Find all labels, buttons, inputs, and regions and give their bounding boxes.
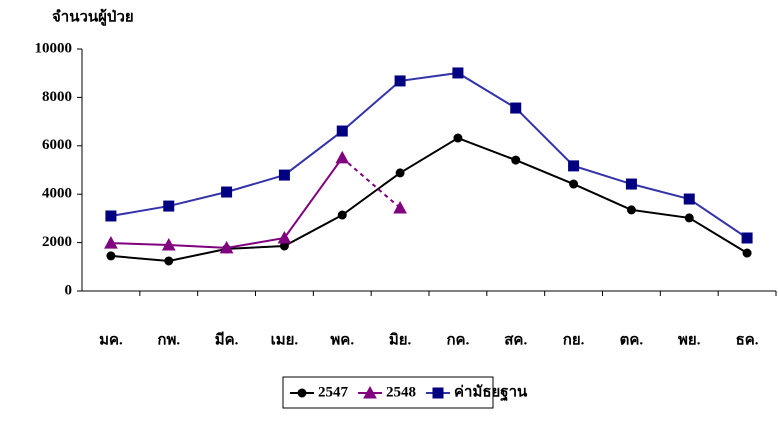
y-tick-label: 6000: [42, 137, 72, 153]
point: [277, 230, 292, 244]
y-tick-label: 4000: [42, 186, 72, 202]
point: [741, 232, 753, 244]
point: [163, 200, 175, 212]
point: [164, 256, 174, 266]
x-tick-label: ตค.: [620, 332, 644, 348]
y-tick-label: 8000: [42, 89, 72, 105]
point: [453, 133, 463, 143]
point: [393, 200, 407, 214]
point: [161, 237, 176, 251]
legend-label: 2548: [386, 384, 416, 400]
legend-label: 2547: [318, 384, 349, 400]
point: [105, 210, 117, 222]
legend-label: ค่ามัธยฐาน: [454, 383, 528, 401]
y-tick-label: 10000: [35, 40, 73, 56]
point: [221, 186, 233, 198]
point: [684, 213, 694, 223]
point: [511, 155, 521, 165]
point: [219, 240, 234, 254]
point: [432, 387, 444, 399]
point: [335, 150, 350, 164]
point: [626, 205, 636, 215]
x-tick-label: กค.: [446, 332, 469, 348]
series-line: [110, 71, 748, 239]
legend: 2547 2548 ค่ามัธยฐาน: [282, 376, 528, 409]
point: [569, 179, 579, 189]
point: [510, 102, 522, 114]
x-tick-label: มิย.: [389, 330, 412, 348]
x-tick-label: กย.: [563, 332, 585, 348]
point: [104, 236, 118, 249]
point: [336, 125, 348, 137]
point: [452, 67, 464, 79]
x-tick-label: พค.: [330, 332, 354, 348]
point: [395, 168, 405, 178]
series-line: [110, 136, 748, 263]
y-tick-label: 0: [65, 282, 73, 298]
point: [337, 210, 347, 220]
point: [363, 385, 377, 399]
point: [394, 75, 406, 87]
point: [683, 193, 695, 205]
x-tick-label: มค.: [99, 332, 123, 348]
point: [297, 388, 307, 398]
x-tick-label: ธค.: [736, 332, 759, 348]
x-tick-label: พย.: [678, 332, 701, 348]
y-axis-label: จำนวนผู้ป่วย: [52, 8, 134, 26]
x-tick-label: สค.: [504, 332, 527, 348]
point: [625, 178, 637, 190]
point: [278, 169, 290, 181]
point: [106, 251, 116, 261]
x-tick-label: มีค.: [215, 331, 239, 348]
y-tick-label: 2000: [42, 234, 72, 250]
point: [742, 248, 752, 258]
x-tick-label: กพ.: [157, 332, 180, 348]
point: [568, 160, 580, 172]
x-tick-label: เมย.: [271, 332, 299, 348]
series-line: [341, 157, 401, 209]
legend-box: [282, 376, 494, 409]
